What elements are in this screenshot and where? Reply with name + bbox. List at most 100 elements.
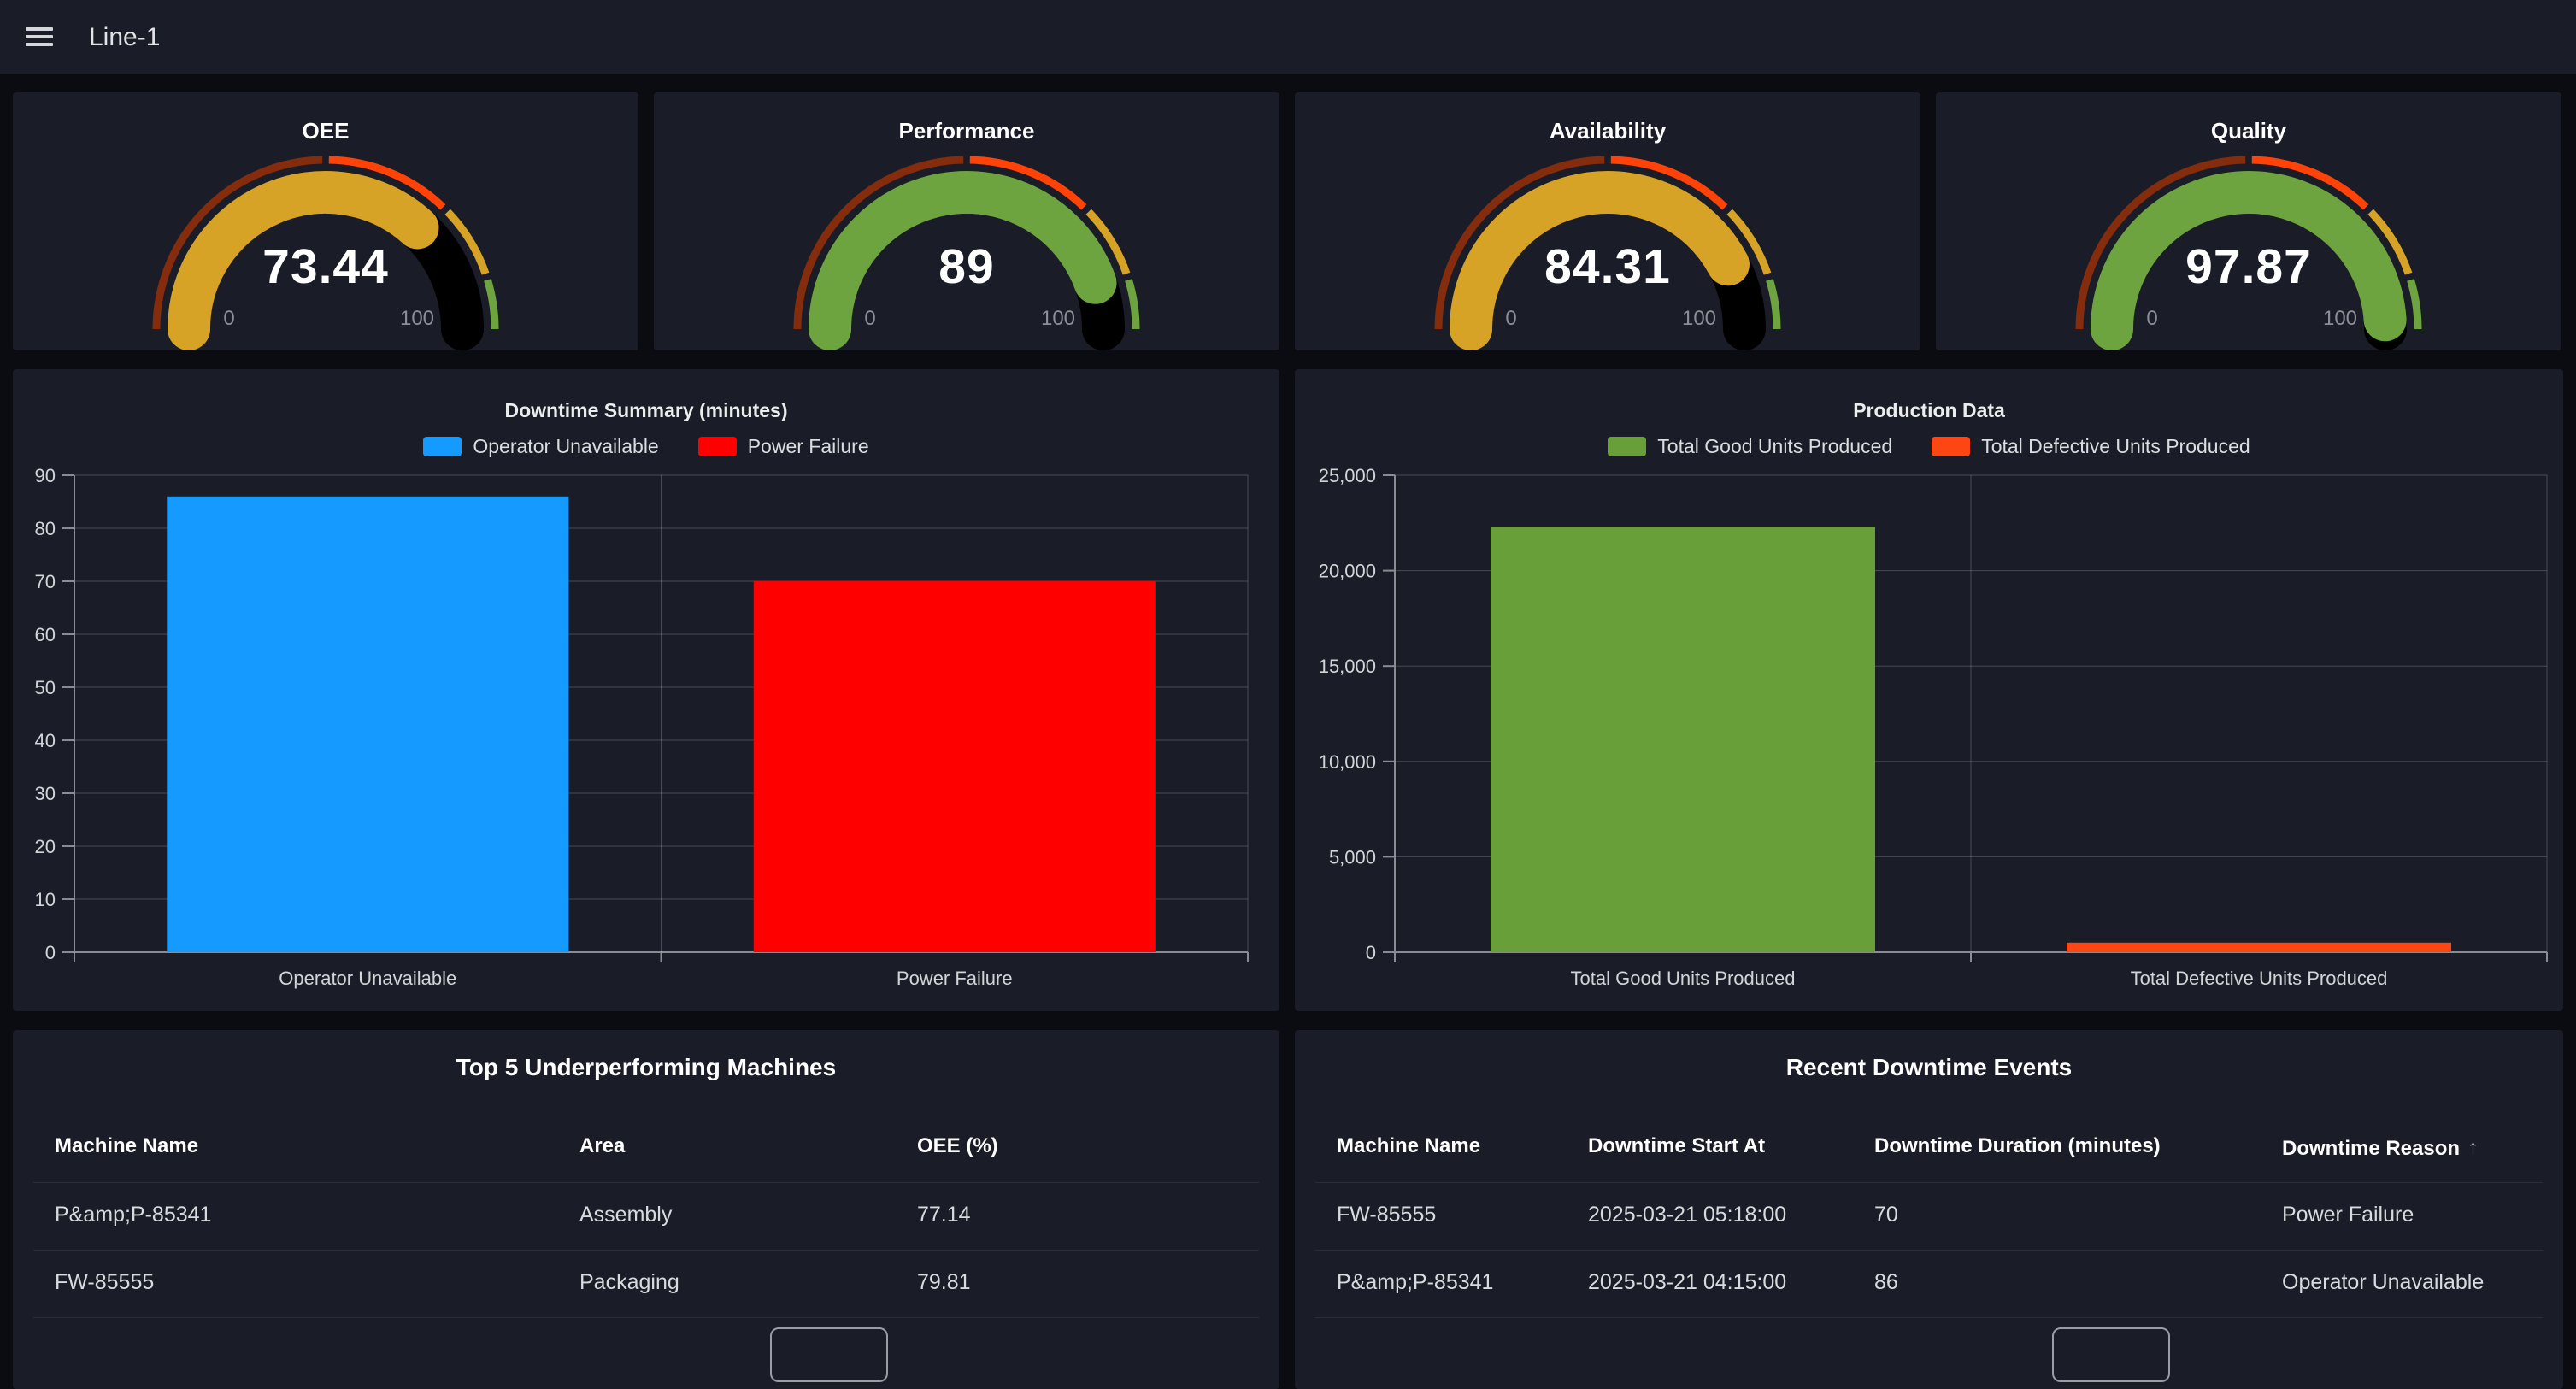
panel-title: Performance [898, 118, 1035, 144]
sort-ascending-icon: ↑ [2467, 1134, 2479, 1160]
y-axis-label: 10 [35, 889, 56, 910]
gauge-value: 89 [938, 239, 995, 294]
y-axis-label: 70 [35, 571, 56, 592]
column-header[interactable]: Downtime Duration (minutes) [1874, 1134, 2161, 1157]
gauge-threshold-band [969, 156, 1087, 210]
y-axis-label: 0 [1366, 942, 1376, 963]
table-cell: Operator Unavailable [2282, 1270, 2485, 1294]
quality-gauge [2075, 156, 2422, 350]
gauge-value: 84.31 [1544, 239, 1671, 294]
column-header[interactable]: Machine Name [1337, 1134, 1481, 1157]
gauge-max-label: 100 [2322, 307, 2358, 330]
pagination-button[interactable] [770, 1327, 888, 1382]
y-axis-label: 15,000 [1319, 656, 1376, 677]
row-divider [33, 1182, 1259, 1183]
gauge-threshold-band [2367, 209, 2413, 275]
gauge-threshold-band [1766, 279, 1781, 330]
panel-title: Production Data [1853, 399, 2005, 421]
panel-production-data-chart: 0 5,000 10,000 15,000 20,000 25,000 Total Good… [1295, 369, 2563, 1011]
gauge-min-label: 0 [864, 307, 876, 330]
y-axis-label: 0 [45, 942, 56, 963]
bar-0[interactable] [1491, 527, 1875, 952]
table-cell: 86 [1874, 1270, 1898, 1294]
bar-1[interactable] [2067, 942, 2451, 952]
menu-icon[interactable] [26, 27, 53, 47]
gauge-threshold-band [793, 156, 964, 330]
table-cell: 70 [1874, 1203, 1898, 1227]
panel-top5-underperforming-machines: Top 5 Underperforming Machines Machine N… [13, 1030, 1279, 1389]
y-axis-label: 30 [35, 783, 56, 804]
panel-recent-downtime-events: Recent Downtime Events Machine Name Downt… [1295, 1030, 2563, 1389]
legend-item-power-failure[interactable]: Power Failure [697, 435, 869, 458]
bar-1[interactable] [753, 581, 1156, 952]
panel-availability-gauge: Availability 84.31 0 100 [1295, 92, 1920, 350]
bar-0[interactable] [167, 496, 569, 952]
legend-item-total-good-units[interactable]: Total Good Units Produced [1608, 435, 1892, 458]
column-header[interactable]: Machine Name [55, 1134, 199, 1157]
gauge-threshold-band [1726, 209, 1772, 275]
column-header[interactable]: Downtime Start At [1588, 1134, 1766, 1157]
gauge-max-label: 100 [1681, 307, 1717, 330]
gauge-threshold-band [2075, 156, 2246, 330]
legend-label: Operator Unavailable [473, 435, 659, 457]
gauge-threshold-band [484, 279, 499, 330]
gauge-threshold-band [1610, 156, 1728, 210]
y-axis-label: 20 [35, 836, 56, 857]
table-cell: FW-85555 [1337, 1203, 1437, 1227]
table-cell: P&amp;P-85341 [55, 1203, 212, 1227]
y-axis-label: 90 [35, 465, 56, 486]
y-axis-label: 10,000 [1319, 751, 1376, 773]
gauge-max-label: 100 [1040, 307, 1076, 330]
row-divider [33, 1250, 1259, 1251]
panel-title: Quality [2210, 118, 2287, 144]
pagination-button[interactable] [2052, 1327, 2170, 1382]
panel-quality-gauge: Quality 97.87 0 100 [1936, 92, 2561, 350]
y-axis-label: 60 [35, 624, 56, 645]
downtime-summary-bar-chart: 0 10 20 30 40 50 60 70 80 90 Operator Unavailable P… [35, 465, 1249, 989]
row-divider [1315, 1182, 2543, 1183]
panel-title: Top 5 Underperforming Machines [456, 1054, 837, 1080]
legend-item-total-defective-units[interactable]: Total Defective Units Produced [1932, 435, 2250, 458]
table-cell: P&amp;P-85341 [1337, 1270, 1494, 1294]
row-divider [1315, 1317, 2543, 1318]
gauge-min-label: 0 [1505, 307, 1517, 330]
gauge-max-label: 100 [399, 307, 435, 330]
legend-label: Power Failure [747, 435, 869, 457]
availability-gauge [1434, 156, 1781, 350]
table-cell: 2025-03-21 04:15:00 [1588, 1270, 1787, 1294]
column-header[interactable]: Area [579, 1134, 626, 1157]
gauge-threshold-band [1434, 156, 1605, 330]
gauge-threshold-band [152, 156, 323, 330]
performance-gauge [793, 156, 1140, 350]
panel-oee-gauge: OEE 73.44 0 100 [13, 92, 638, 350]
table-cell: 77.14 [917, 1203, 971, 1227]
table-cell: Power Failure [2282, 1203, 2414, 1227]
table-cell: 79.81 [917, 1270, 971, 1294]
oee-gauge [152, 156, 499, 350]
panel-downtime-summary-chart: 0 10 20 30 40 50 60 70 80 90 Operator Unavailable P… [13, 369, 1279, 1011]
panel-title: Availability [1549, 118, 1667, 144]
legend-swatch [1608, 437, 1647, 456]
table-cell: FW-85555 [55, 1270, 155, 1294]
panel-title: Downtime Summary (minutes) [504, 399, 788, 421]
column-header[interactable]: OEE (%) [917, 1134, 998, 1157]
row-divider [33, 1317, 1259, 1318]
legend-label: Total Defective Units Produced [1981, 435, 2250, 457]
x-axis-category-label: Total Defective Units Produced [2131, 968, 2388, 989]
legend-swatch [1932, 437, 1971, 456]
y-axis-label: 80 [35, 518, 56, 539]
gauge-min-label: 0 [2146, 307, 2158, 330]
x-axis-category-label: Total Good Units Produced [1571, 968, 1796, 989]
dashboard-title: Line-1 [89, 23, 161, 51]
gauge-value-arc [809, 171, 1117, 350]
x-axis-category-label: Operator Unavailable [279, 968, 456, 989]
table-cell: Packaging [579, 1270, 679, 1294]
chart-legend: Operator Unavailable Power Failure [13, 435, 1279, 458]
panel-title: OEE [302, 118, 350, 144]
legend-swatch [697, 437, 737, 456]
gauge-min-label: 0 [223, 307, 235, 330]
y-axis-label: 50 [35, 677, 56, 698]
legend-item-operator-unavailable[interactable]: Operator Unavailable [423, 435, 659, 458]
y-axis-label: 40 [35, 730, 56, 751]
column-header[interactable]: Downtime Reason ↑ [2282, 1134, 2479, 1160]
